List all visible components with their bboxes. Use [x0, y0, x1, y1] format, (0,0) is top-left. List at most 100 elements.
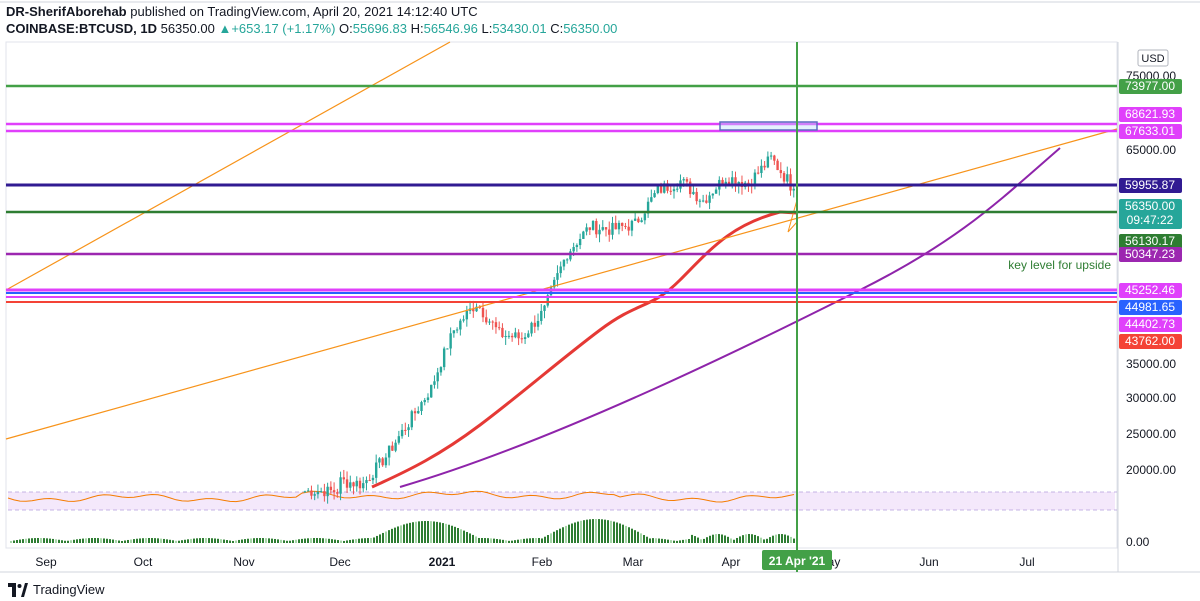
histogram-bar [628, 527, 630, 543]
candle-body [417, 411, 420, 414]
histogram-bar [481, 538, 483, 543]
histogram-bar [577, 521, 579, 543]
price-level-badge [1119, 178, 1182, 193]
histogram-bar [724, 535, 726, 543]
price-tick-label: 30000.00 [1126, 391, 1176, 405]
histogram-bar [604, 519, 606, 543]
histogram-bar [454, 526, 456, 543]
candle-body [323, 491, 326, 497]
candle-body [452, 330, 456, 334]
candle-body [514, 332, 517, 338]
price-level-badge [1119, 334, 1182, 349]
histogram-bar [580, 520, 582, 543]
histogram-bar [382, 532, 384, 543]
candle-body [572, 247, 575, 252]
histogram-bar [391, 528, 393, 543]
candle-body [449, 333, 452, 349]
histogram-bar [610, 520, 612, 543]
histogram-bar [172, 540, 174, 543]
histogram-bar [553, 531, 555, 543]
candle-body [527, 333, 530, 338]
curve-trendline [399, 147, 1061, 488]
histogram-bar [181, 540, 183, 543]
histogram-bar [343, 540, 345, 543]
histogram-bar [781, 534, 783, 543]
histogram-bar [256, 538, 258, 543]
cursor-date-label: 21 Apr '21 [769, 554, 826, 568]
footer-brand[interactable]: TradingView [8, 582, 105, 597]
histogram-bar [751, 534, 753, 543]
histogram-bar [697, 537, 699, 543]
histogram-bar [130, 539, 132, 543]
histogram-bar [280, 539, 282, 543]
trendline-fork [787, 199, 798, 233]
trendline-lower [5, 128, 1118, 440]
candle-body [663, 183, 666, 193]
candle-body [633, 218, 637, 221]
candle-body [676, 188, 679, 190]
price-level-badge [1119, 107, 1182, 122]
open-value: 55696.83 [352, 21, 407, 36]
price-tick-label: 65000.00 [1126, 143, 1176, 157]
histogram-bar [115, 540, 117, 543]
histogram-bar [178, 540, 180, 543]
histogram-bar [64, 540, 66, 543]
candle-body [776, 160, 779, 171]
currency-label: USD [1141, 53, 1164, 65]
histogram-bar [148, 538, 150, 543]
histogram-bar [460, 529, 462, 543]
histogram-bar [55, 539, 57, 543]
histogram-bar [184, 539, 186, 543]
candle-body [559, 266, 562, 274]
histogram-bar [175, 540, 177, 543]
histogram-bar [25, 538, 27, 543]
histogram-bar [295, 539, 297, 543]
candle-body [319, 491, 323, 493]
histogram-bar [121, 540, 123, 543]
price-level-label: 43762.00 [1125, 334, 1175, 348]
histogram-bar [37, 538, 39, 543]
candle-body [371, 477, 375, 481]
candle-body [378, 458, 381, 463]
histogram-bar [694, 536, 696, 543]
histogram-bar [505, 540, 507, 543]
histogram-bar [550, 533, 552, 543]
histogram-bar [523, 538, 525, 543]
candle-body [355, 480, 358, 487]
candle-body [497, 327, 501, 329]
candle-body [588, 227, 592, 230]
candle-body [598, 229, 601, 235]
histogram-bar [73, 539, 75, 543]
histogram-bar [406, 523, 408, 543]
histogram-bar [643, 535, 645, 543]
histogram-bar [313, 538, 315, 543]
symbol-label[interactable]: COINBASE:BTCUSD, 1D [6, 21, 157, 36]
histogram-bar [40, 538, 42, 543]
candle-body [705, 200, 708, 203]
histogram-bar [691, 534, 693, 543]
candle-body [591, 220, 595, 230]
histogram-bar [340, 540, 342, 543]
candle-body [769, 155, 773, 157]
author-name[interactable]: DR-SherifAborehab [6, 4, 127, 19]
histogram-bar [124, 540, 126, 543]
histogram-bar [100, 538, 102, 543]
histogram-bar [418, 521, 420, 543]
histogram-bar [112, 539, 114, 543]
histogram-bar [34, 538, 36, 543]
histogram-bar [502, 539, 504, 543]
histogram-bar [646, 536, 648, 543]
price-level-badge [1119, 317, 1182, 332]
footer-brand-label: TradingView [33, 582, 105, 597]
histogram-bar [496, 538, 498, 543]
histogram-bar [556, 530, 558, 543]
high-value: 56546.96 [423, 21, 478, 36]
close-value: 56350.00 [563, 21, 618, 36]
histogram-bar [445, 523, 447, 543]
candle-body [731, 177, 734, 185]
histogram-bar [463, 530, 465, 543]
histogram-bar [421, 521, 423, 543]
candle-body [608, 229, 611, 235]
candle-body [523, 337, 527, 340]
